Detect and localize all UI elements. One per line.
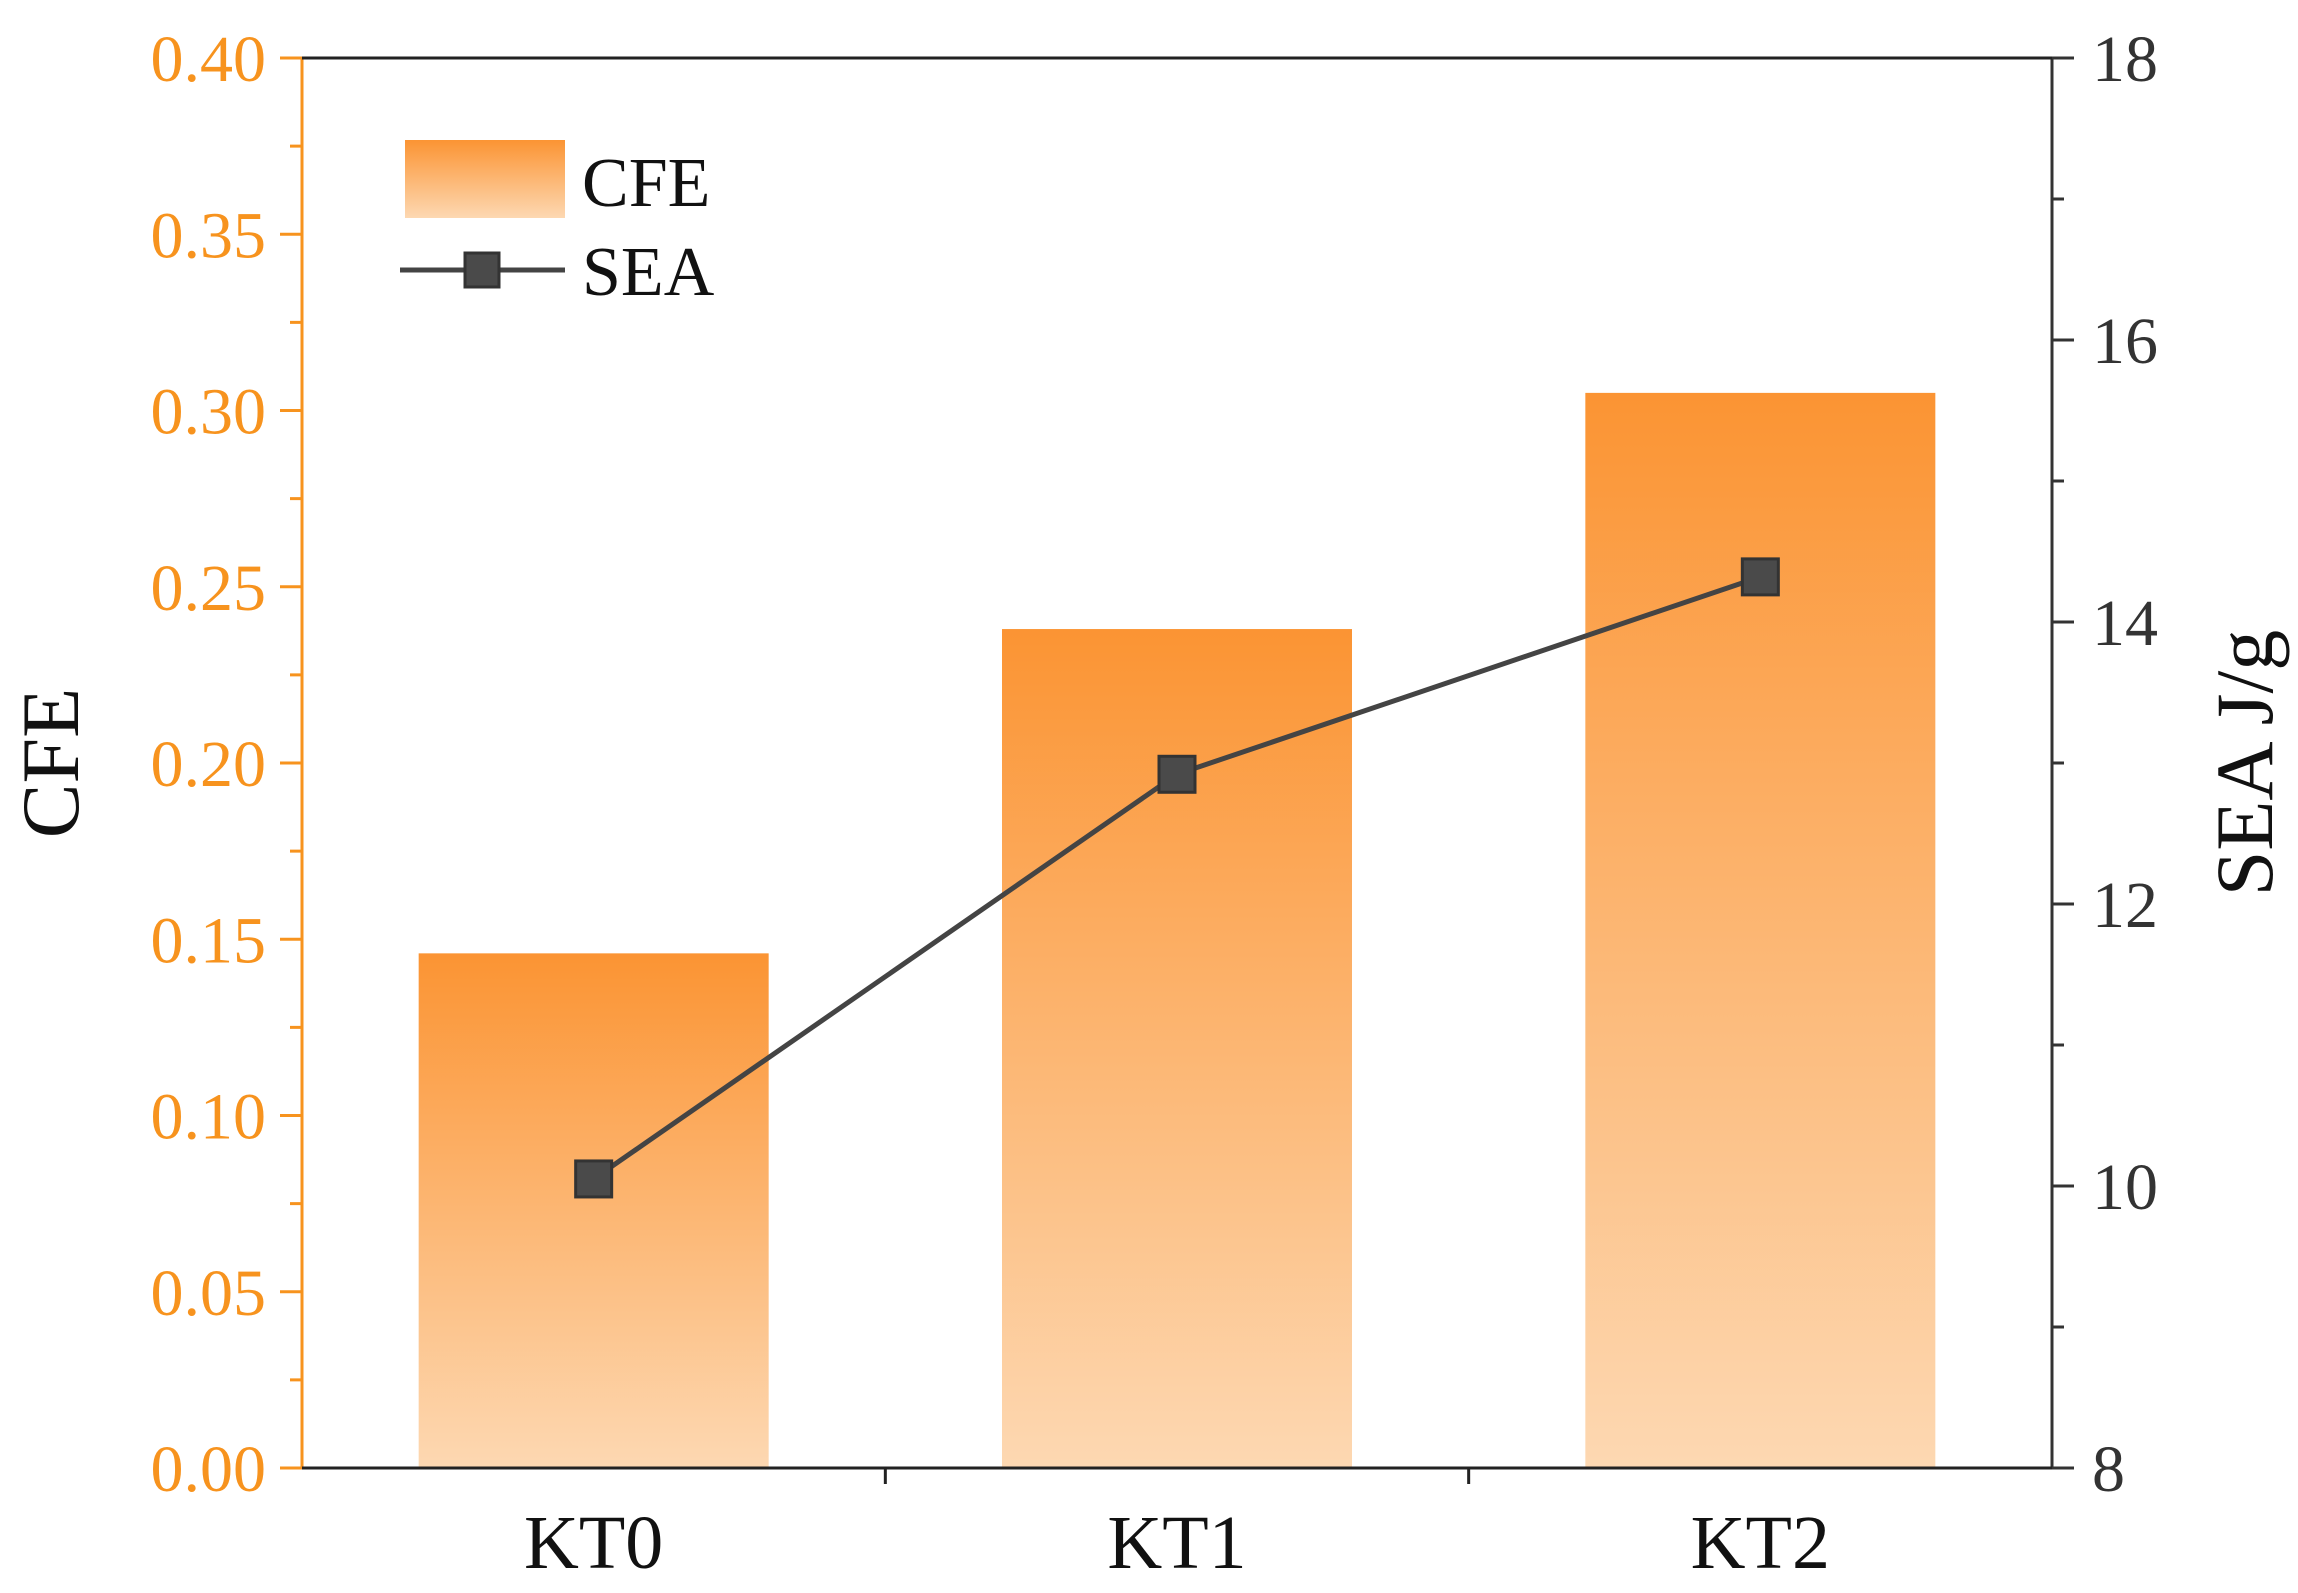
left-axis-title: CFE — [5, 688, 96, 838]
sea-marker-kt0 — [574, 1159, 614, 1199]
cfe-bar-kt0 — [418, 953, 769, 1468]
right-axis-title: SEA J/g — [2199, 630, 2290, 897]
right-tick-label: 12 — [2092, 869, 2158, 942]
left-tick-label: 0.15 — [151, 904, 267, 977]
axes-layer: 0.00 0.05 0.10 0.15 0.20 0.25 0.30 0.35 0.40 8 10 1… — [151, 23, 2159, 1585]
left-tick-label: 0.25 — [151, 552, 267, 625]
sea-line-layer — [574, 557, 1780, 1199]
right-tick-label: 10 — [2092, 1151, 2158, 1224]
legend: CFE SEA — [400, 140, 715, 311]
left-tick-label: 0.35 — [151, 199, 267, 272]
right-tick-label: 18 — [2092, 23, 2158, 96]
axis-labels: CFE SEA J/g — [5, 630, 2290, 897]
left-tick-label: 0.30 — [151, 376, 267, 449]
sea-marker-kt1 — [1157, 754, 1197, 794]
x-tick-label-kt1: KT1 — [1107, 1501, 1246, 1585]
left-tick-label: 0.00 — [151, 1433, 267, 1506]
left-tick-label: 0.05 — [151, 1257, 267, 1330]
sea-marker-kt2 — [1740, 557, 1780, 597]
x-tick-label-kt0: KT0 — [524, 1501, 663, 1585]
x-tick-label-kt2: KT2 — [1691, 1501, 1830, 1585]
bars-layer — [418, 392, 1936, 1468]
legend-cfe-label: CFE — [582, 145, 710, 222]
legend-sea-marker — [463, 251, 501, 289]
legend-cfe-swatch — [405, 140, 565, 218]
left-tick-label: 0.10 — [151, 1081, 267, 1154]
legend-sea-label: SEA — [582, 234, 715, 311]
right-tick-label: 16 — [2092, 305, 2158, 378]
left-tick-label: 0.20 — [151, 728, 267, 801]
left-tick-label: 0.40 — [151, 23, 267, 96]
cfe-bar-kt2 — [1585, 392, 1936, 1468]
right-tick-label: 8 — [2092, 1433, 2125, 1506]
right-tick-label: 14 — [2092, 587, 2158, 660]
